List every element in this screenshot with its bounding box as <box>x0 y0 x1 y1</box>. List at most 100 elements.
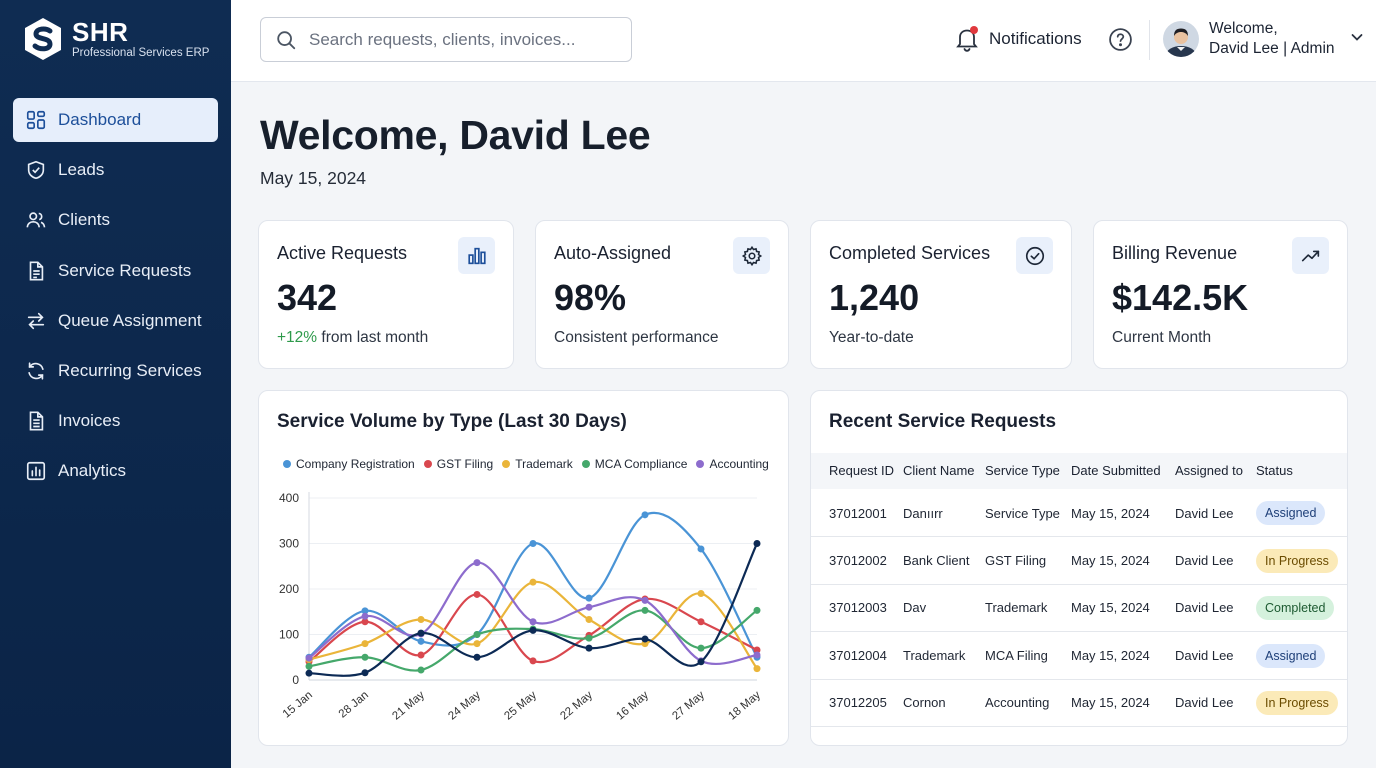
sidebar-item-leads[interactable]: Leads <box>13 148 218 192</box>
search-input[interactable] <box>309 29 619 50</box>
column-header[interactable]: Assigned to <box>1175 463 1243 478</box>
search-box[interactable] <box>260 17 632 62</box>
legend-item[interactable]: MCA Compliance <box>581 457 688 471</box>
data-point <box>753 651 761 659</box>
stat-title: Active Requests <box>277 243 408 263</box>
sidebar-item-analytics[interactable]: Analytics <box>13 449 218 493</box>
x-tick-label: 21 May <box>390 689 427 723</box>
sidebar-item-label: Invoices <box>58 411 121 431</box>
request-id: 37012004 <box>829 648 887 663</box>
service-type: GST Filing <box>985 553 1047 568</box>
column-header[interactable]: Service Type <box>985 463 1060 478</box>
stat-card-active-requests[interactable]: Active Requests 342 +12% from last month <box>258 220 514 369</box>
data-point <box>529 540 537 547</box>
y-tick-label: 300 <box>279 537 299 551</box>
legend-item[interactable]: Trademark <box>502 457 573 471</box>
legend-dot <box>581 460 590 468</box>
data-point <box>585 634 593 642</box>
sidebar-item-label: Analytics <box>58 461 127 481</box>
sidebar-item-clients[interactable]: Clients <box>13 198 218 242</box>
x-tick-label: 24 May <box>446 689 483 723</box>
column-header[interactable]: Date Submitted <box>1071 463 1161 478</box>
table-row[interactable]: 37012001 Danıırr Service Type May 15, 20… <box>811 489 1347 537</box>
column-header[interactable]: Client Name <box>903 463 975 478</box>
data-point <box>641 511 649 519</box>
stat-subtext: Consistent performance <box>554 329 719 346</box>
sidebar-item-label: Queue Assignment <box>58 310 202 330</box>
date-submitted: May 15, 2024 <box>1071 695 1150 710</box>
analytics-icon <box>25 460 47 482</box>
data-point <box>417 637 425 645</box>
line-chart: 0 100 200 300 400 15 Jan 28 Jan 21 May 24 May 25 … <box>279 491 763 723</box>
data-point <box>473 631 481 638</box>
assigned-to: David Lee <box>1175 695 1234 710</box>
stat-delta: +12% <box>277 329 318 346</box>
status-badge: Assigned <box>1256 644 1326 668</box>
check-circle-icon <box>1016 237 1053 274</box>
column-header[interactable]: Status <box>1256 463 1293 478</box>
date-submitted: May 15, 2024 <box>1071 506 1150 521</box>
stat-subtext: Current Month <box>1112 329 1212 346</box>
user-menu[interactable]: Welcome, David Lee | Admin <box>1163 19 1365 59</box>
data-point <box>697 590 705 598</box>
notifications-button[interactable]: Notifications <box>955 26 1082 52</box>
sidebar-item-dashboard[interactable]: Dashboard <box>13 98 218 142</box>
table-row[interactable]: 37012002 Bank Client GST Filing May 15, … <box>811 537 1347 585</box>
help-icon[interactable] <box>1108 27 1133 52</box>
stat-subtext: +12% from last month <box>277 329 428 347</box>
trending-up-icon <box>1292 237 1329 274</box>
stat-card-completed-services[interactable]: Completed Services 1,240 Year-to-date <box>810 220 1072 369</box>
sidebar: SHR Professional Services ERP Dashboard … <box>0 0 231 768</box>
status-badge: Completed <box>1256 596 1335 620</box>
table-title: Recent Service Requests <box>829 411 1057 432</box>
stat-card-billing-revenue[interactable]: Billing Revenue $142.5K Current Month <box>1093 220 1348 369</box>
client-name: Dav <box>903 600 927 615</box>
legend-item[interactable]: GST Filing <box>423 457 493 471</box>
stat-card-auto-assigned[interactable]: Auto-Assigned 98% Consistent performance <box>535 220 789 369</box>
user-name-role: David Lee | Admin <box>1209 40 1335 57</box>
sidebar-item-invoices[interactable]: Invoices <box>13 399 218 443</box>
client-name: Cornon <box>903 695 946 710</box>
user-greeting: Welcome, <box>1209 20 1278 37</box>
table-row[interactable]: 37012004 Trademark MCA Filing May 15, 20… <box>811 632 1347 680</box>
legend-label: Accounting <box>709 457 769 471</box>
topbar-divider <box>1149 20 1150 60</box>
series-line <box>308 593 758 664</box>
current-date: May 15, 2024 <box>260 168 367 188</box>
data-point <box>473 559 481 567</box>
date-submitted: May 15, 2024 <box>1071 648 1150 663</box>
data-point <box>305 654 313 662</box>
sidebar-item-label: Leads <box>58 160 105 180</box>
column-header[interactable]: Request ID <box>829 463 895 478</box>
data-point <box>641 596 649 604</box>
x-tick-label: 15 Jan <box>281 689 315 720</box>
y-tick-label: 0 <box>292 673 299 687</box>
data-point <box>697 618 705 626</box>
legend-dot <box>423 460 432 468</box>
legend-label: MCA Compliance <box>594 457 688 471</box>
data-point <box>753 540 761 547</box>
stat-delta-label: from last month <box>317 329 429 346</box>
status-badge: Assigned <box>1256 501 1326 525</box>
chart-title: Service Volume by Type (Last 30 Days) <box>277 411 627 432</box>
sidebar-item-recurring-services[interactable]: Recurring Services <box>13 349 218 393</box>
document-icon <box>25 260 47 282</box>
legend-dot <box>502 460 511 468</box>
data-point <box>585 644 593 652</box>
sidebar-item-queue-assignment[interactable]: Queue Assignment <box>13 299 218 343</box>
legend-item[interactable]: Accounting <box>696 457 769 471</box>
service-type: MCA Filing <box>985 648 1048 663</box>
dashboard-icon <box>25 109 47 131</box>
service-type: Accounting <box>985 695 1050 710</box>
brand[interactable]: SHR Professional Services ERP <box>22 16 209 62</box>
series-line <box>308 511 758 659</box>
table-row[interactable]: 37012205 Cornon Accounting May 15, 2024 … <box>811 679 1347 727</box>
table-row[interactable]: 37012003 Dav Trademark May 15, 2024 Davi… <box>811 584 1347 632</box>
x-tick-label: 27 May <box>670 689 707 723</box>
data-point <box>305 662 313 670</box>
sidebar-item-service-requests[interactable]: Service Requests <box>13 249 218 293</box>
legend-item[interactable]: Company Registration <box>283 457 415 471</box>
data-point <box>305 669 313 677</box>
legend-dot <box>696 460 705 468</box>
data-point <box>753 606 761 614</box>
